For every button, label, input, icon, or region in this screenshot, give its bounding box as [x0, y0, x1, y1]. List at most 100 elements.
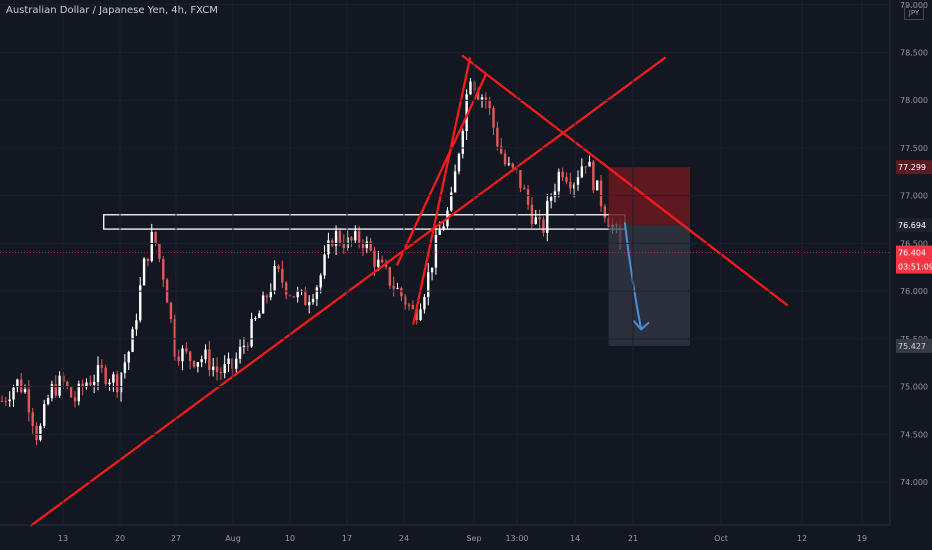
price-tick-label: 74.500: [900, 430, 928, 439]
candle-body: [296, 291, 299, 298]
candle-body: [292, 296, 296, 298]
candle-body: [434, 234, 438, 268]
candle-body: [0, 400, 4, 402]
candle-body: [173, 319, 176, 357]
candle-body: [603, 206, 607, 218]
time-axis[interactable]: 13 20 27 Aug 10 17 24 Sep 13:00 14 21 Oct 12 19: [0, 0, 890, 543]
candle-body: [342, 243, 345, 249]
price-tick-label: 79.000: [900, 1, 928, 10]
price-tick-label: 78.000: [900, 96, 928, 105]
candle-body: [461, 131, 464, 154]
candle-body: [150, 231, 153, 262]
candle-body: [542, 219, 545, 233]
countdown-label: 03:51:09: [898, 263, 932, 272]
price-tick-label: 75.000: [900, 383, 928, 392]
candle-body: [596, 180, 599, 191]
candle-body: [265, 295, 269, 298]
candle-body: [323, 254, 326, 276]
countdown-bg: [896, 259, 932, 274]
candle-body: [572, 184, 576, 189]
currency-unit: JPY: [904, 6, 924, 20]
candle-body: [246, 345, 249, 347]
candle-body: [54, 384, 57, 396]
time-tick-label: 13:00: [505, 534, 528, 543]
candle-body: [357, 231, 361, 244]
candle-body: [476, 90, 480, 100]
candle-body: [557, 171, 560, 192]
candle-body: [89, 382, 92, 385]
candle-body: [365, 241, 368, 249]
candle-body: [500, 146, 503, 154]
candle-body: [135, 320, 138, 330]
candle-body: [588, 161, 591, 167]
time-tick-label: 13: [58, 534, 68, 543]
candle-body: [538, 217, 541, 220]
candle-body: [119, 372, 123, 393]
candle-body: [311, 299, 315, 303]
price-axis[interactable]: 79.000 78.500 78.000 77.500 77.000 76.500 76.0…: [0, 0, 928, 525]
time-tick-label: 27: [171, 534, 181, 543]
candle-body: [242, 345, 246, 347]
candle-body: [77, 383, 80, 402]
target-price-badge-bg: [896, 338, 932, 353]
candle-body: [450, 192, 453, 211]
stop-price-badge: 77.299: [898, 163, 926, 172]
candle-body: [584, 166, 587, 168]
candle-body: [523, 187, 526, 190]
time-tick-label: 19: [857, 534, 867, 543]
candle-body: [304, 290, 307, 306]
candle-body: [507, 163, 511, 165]
chart-title: Australian Dollar / Japanese Yen, 4h, FX…: [6, 5, 218, 16]
candle-body: [235, 358, 238, 369]
candle-body: [526, 189, 530, 205]
candle-body: [185, 348, 188, 352]
candle-body: [12, 387, 15, 400]
candle-body: [407, 304, 411, 306]
candle-body: [592, 161, 595, 191]
candle-body: [112, 374, 115, 383]
candle-body: [327, 240, 330, 255]
candle-body: [238, 346, 242, 359]
candle-body: [123, 362, 127, 373]
price-badges: 77.299 76.694 76.404 03:51:09 75.427: [896, 160, 932, 353]
candle-body: [377, 259, 380, 267]
candle-body: [277, 266, 280, 269]
candle-body: [373, 250, 376, 267]
last-price-badge-bg: [896, 245, 932, 260]
candle-body: [308, 302, 311, 306]
candle-body: [16, 379, 19, 388]
price-tick-label: 74.000: [900, 478, 928, 487]
candle-body: [534, 217, 537, 224]
candle-body: [35, 426, 38, 440]
candle-body: [254, 317, 257, 320]
candle-body: [108, 382, 111, 385]
candle-body: [396, 288, 399, 290]
candle-body: [457, 153, 461, 172]
price-tick-label: 76.000: [900, 287, 928, 296]
candle-body: [415, 308, 418, 321]
candle-body: [73, 397, 77, 402]
candle-body: [350, 237, 353, 241]
candle-body: [411, 304, 415, 309]
time-tick-label: 21: [628, 534, 638, 543]
candle-body: [430, 267, 434, 273]
candle-body: [169, 302, 173, 320]
price-tick-label: 78.500: [900, 49, 928, 58]
candle-body: [50, 384, 54, 399]
trend-line: [461, 54, 789, 307]
candle-body: [319, 275, 322, 288]
candle-body: [492, 108, 495, 128]
candle-body: [212, 366, 215, 370]
candle-body: [104, 367, 107, 385]
entry-price-badge-bg: [896, 217, 932, 232]
time-tick-label: 12: [797, 534, 807, 543]
candle-body: [392, 285, 395, 289]
candle-body: [427, 272, 430, 297]
candle-body: [158, 243, 161, 259]
trend-line: [395, 73, 488, 266]
candle-body: [404, 296, 407, 305]
candle-body: [204, 349, 207, 360]
price-tick-label: 77.000: [900, 192, 928, 201]
candle-body: [58, 375, 61, 396]
